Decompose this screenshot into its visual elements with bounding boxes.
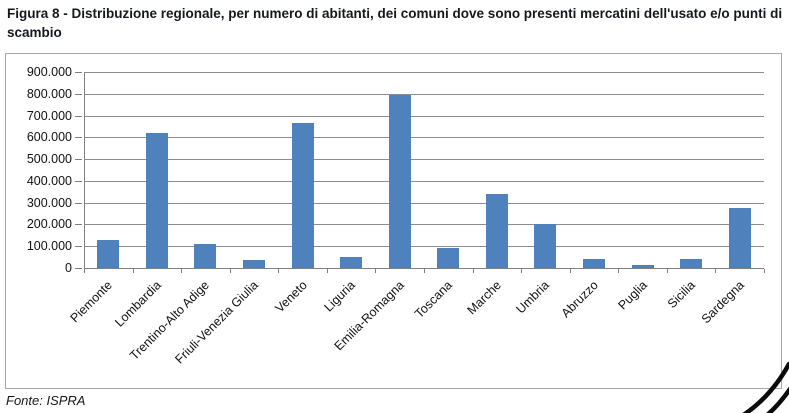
y-tick-mark [75, 268, 82, 269]
gridline [84, 202, 764, 204]
pen-mark-annotation [742, 361, 789, 413]
x-category-label: Puglia [614, 278, 650, 313]
y-axis-line [84, 72, 85, 268]
gridline [84, 159, 764, 161]
y-tick-label: 300.000 [26, 195, 72, 210]
x-category-label: Toscana [412, 278, 456, 321]
x-tick-mark [326, 269, 328, 273]
bar-lombardia [145, 132, 168, 268]
y-tick-label: 900.000 [26, 65, 72, 79]
x-category-label: Sardegna [698, 278, 747, 327]
figure-title: Figura 8 - Distribuzione regionale, per … [7, 6, 783, 40]
x-tick-mark [84, 269, 85, 273]
bar-sardegna [728, 208, 751, 268]
bar-friuli-venezia-giulia [243, 260, 265, 268]
x-tick-mark [278, 269, 280, 273]
y-tick-label: 400.000 [26, 173, 72, 188]
bar-umbria [534, 224, 557, 268]
bar-trentino-alto-adige [194, 244, 217, 268]
y-tick-mark [75, 159, 82, 161]
y-tick-label: 100.000 [26, 239, 72, 254]
y-tick-label: 500.000 [26, 152, 72, 167]
x-category-label: Liguria [321, 278, 359, 315]
y-tick-mark [75, 202, 82, 204]
x-category-label: Abruzzo [558, 278, 601, 321]
bar-toscana [437, 248, 460, 268]
y-tick-label: 200.000 [26, 217, 72, 232]
y-tick-mark [75, 137, 82, 139]
x-tick-mark [472, 269, 474, 273]
x-tick-mark [569, 269, 571, 273]
x-tick-mark [424, 269, 425, 273]
y-tick-mark [75, 72, 82, 73]
x-tick-mark [521, 269, 523, 273]
x-tick-mark [764, 269, 765, 273]
bar-abruzzo [583, 259, 605, 268]
x-tick-mark [715, 269, 717, 273]
x-category-label: Umbria [513, 278, 553, 317]
x-category-label: Piemonte [67, 278, 116, 326]
x-tick-mark [181, 269, 183, 273]
x-category-label: Friuli-Venezia Giulia [172, 278, 261, 367]
gridline [84, 137, 764, 139]
x-axis-line [84, 268, 764, 269]
bar-emilia-romagna [388, 94, 411, 268]
bar-sicilia [680, 259, 703, 268]
y-tick-mark [75, 93, 82, 95]
y-tick-label: 800.000 [26, 86, 72, 101]
x-tick-mark [229, 269, 231, 273]
x-category-label: Veneto [272, 278, 310, 316]
gridline [84, 224, 764, 226]
x-category-label: Lombardia [112, 278, 164, 330]
gridline [84, 115, 764, 117]
gridline [84, 72, 764, 73]
bar-marche [485, 193, 508, 268]
bar-puglia [631, 264, 654, 268]
x-tick-mark [618, 269, 620, 273]
gridline [84, 93, 764, 95]
x-category-label: Marche [464, 278, 504, 318]
bar-veneto [291, 123, 314, 268]
x-tick-mark [375, 269, 377, 273]
bar-liguria [340, 257, 363, 268]
gridline [84, 246, 764, 248]
bar-piemonte [97, 239, 120, 268]
y-tick-mark [75, 224, 82, 226]
y-tick-label: 0 [65, 261, 72, 275]
chart-frame: 0 100.000 200.000 300.000 400.000 500.000 600.… [5, 53, 782, 389]
source-note: Fonte: ISPRA [6, 393, 86, 408]
y-tick-mark [75, 115, 82, 117]
y-tick-label: 600.000 [26, 130, 72, 145]
x-tick-mark [132, 269, 134, 273]
x-category-label: Sicilia [665, 278, 699, 311]
gridline [84, 180, 764, 182]
x-tick-mark [666, 269, 668, 273]
y-tick-label: 700.000 [26, 108, 72, 123]
y-tick-mark [75, 246, 82, 248]
y-tick-mark [75, 180, 82, 182]
